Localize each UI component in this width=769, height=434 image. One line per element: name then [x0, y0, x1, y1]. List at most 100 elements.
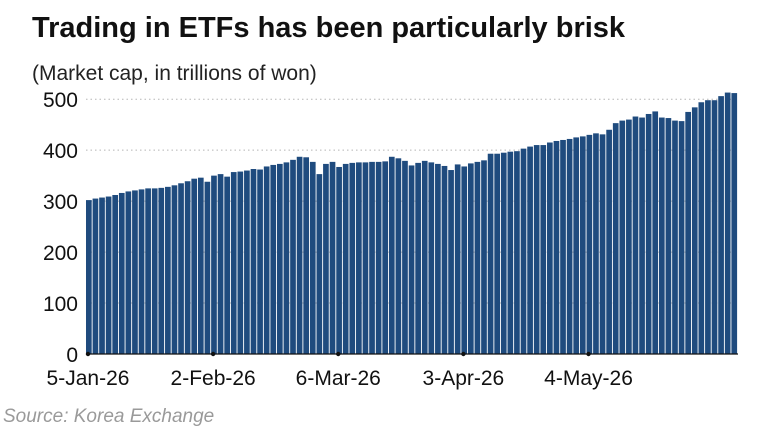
bar	[705, 100, 711, 355]
y-tick-label: 400	[43, 140, 78, 163]
bar	[244, 170, 250, 354]
bar	[99, 197, 105, 354]
bar	[724, 92, 731, 354]
bar	[645, 113, 652, 354]
bar	[356, 162, 362, 354]
bar	[487, 153, 494, 354]
bar	[375, 161, 382, 355]
chart-title: Trading in ETFs has been particularly br…	[32, 12, 626, 44]
bar	[230, 172, 237, 354]
bar	[573, 137, 580, 354]
x-tick-label: 5-Jan-26	[47, 367, 130, 390]
bar	[250, 169, 257, 354]
x-tick-label: 3-Apr-26	[423, 367, 505, 390]
bar	[448, 170, 454, 354]
bar	[593, 133, 599, 354]
bar	[500, 152, 507, 354]
bar	[362, 162, 369, 354]
bar	[520, 148, 527, 355]
source-note: Source: Korea Exchange	[3, 406, 215, 427]
bar	[553, 140, 560, 354]
bar	[151, 188, 158, 355]
y-tick-label: 500	[43, 89, 78, 112]
bar	[527, 146, 533, 354]
y-tick-label: 200	[43, 242, 78, 265]
bar	[349, 162, 356, 354]
bar	[639, 117, 645, 354]
bar	[533, 145, 540, 354]
bar	[270, 164, 277, 354]
x-tick-label: 4-May-26	[544, 367, 633, 390]
bar	[211, 175, 217, 354]
bar	[369, 161, 375, 355]
bar	[171, 185, 178, 354]
bar	[435, 163, 441, 354]
x-tick-label: 2-Feb-26	[171, 367, 256, 390]
bar	[309, 161, 316, 355]
bar	[652, 111, 659, 354]
bar	[579, 136, 586, 354]
x-tick-mark	[210, 351, 216, 357]
bar	[731, 93, 738, 354]
bar	[336, 166, 342, 354]
bar	[474, 161, 481, 355]
bar	[92, 198, 99, 354]
bar	[606, 129, 612, 354]
bar	[612, 123, 619, 354]
bar	[698, 102, 705, 354]
bar	[342, 163, 349, 354]
bar	[415, 162, 421, 354]
bar	[191, 178, 198, 354]
bar	[316, 174, 323, 354]
bar	[507, 151, 514, 354]
bar	[132, 190, 138, 354]
bar	[86, 200, 92, 354]
bar	[217, 174, 224, 354]
bar	[283, 162, 290, 354]
chart-subtitle: (Market cap, in trillions of won)	[32, 62, 317, 85]
bar	[599, 134, 606, 354]
bar	[619, 120, 626, 354]
bar	[494, 153, 501, 354]
bar	[421, 160, 428, 354]
bar	[112, 195, 119, 354]
bar	[402, 160, 408, 354]
bar	[303, 157, 310, 354]
bar	[118, 192, 125, 354]
bar	[125, 191, 132, 354]
bar	[626, 119, 632, 354]
bar	[105, 196, 112, 354]
bar	[560, 139, 566, 354]
y-axis: 0 100 200 300 400 500	[43, 89, 78, 367]
bar	[672, 120, 678, 354]
bar	[481, 160, 487, 354]
bar	[711, 100, 718, 355]
bar	[547, 142, 553, 354]
bar	[461, 166, 468, 354]
bar	[263, 166, 270, 354]
y-tick-label: 300	[43, 191, 78, 214]
bar	[204, 181, 211, 354]
bar	[184, 181, 191, 354]
bar	[718, 96, 724, 354]
bar	[158, 187, 165, 354]
bar	[678, 121, 685, 354]
bar	[276, 163, 283, 354]
bar	[329, 161, 336, 355]
bar	[145, 188, 151, 355]
bars	[86, 92, 738, 355]
x-tick-mark	[336, 351, 341, 357]
x-tick-label: 6-Mar-26	[296, 367, 381, 390]
x-tick-mark	[586, 351, 591, 357]
bar	[224, 176, 230, 354]
bar	[197, 177, 204, 354]
bar	[586, 134, 593, 354]
x-axis: 5-Jan-26 2-Feb-26 6-Mar-26 3-Apr-26 4-May-26	[47, 351, 738, 390]
bar	[566, 138, 573, 354]
bar	[323, 163, 329, 354]
bar	[165, 186, 171, 354]
bar	[467, 163, 474, 354]
bar	[257, 169, 263, 354]
bar	[540, 145, 547, 354]
bar	[237, 171, 244, 354]
